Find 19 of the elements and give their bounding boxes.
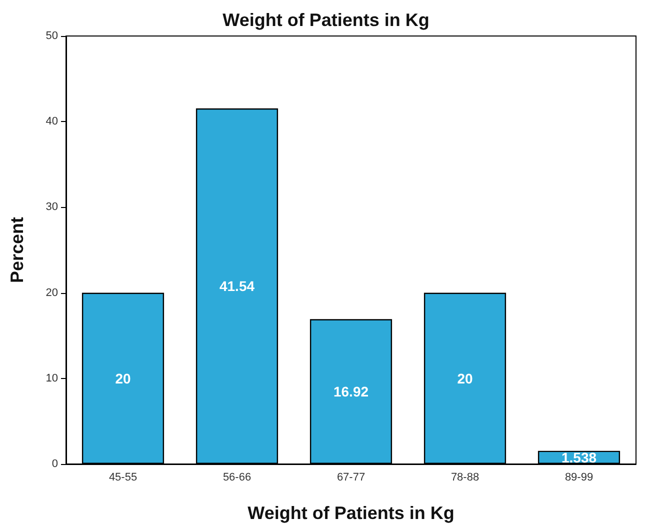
x-axis-title: Weight of Patients in Kg	[248, 503, 454, 523]
y-tick-label: 40	[46, 116, 58, 128]
y-tick-label: 0	[52, 458, 58, 470]
y-tick-label: 50	[46, 30, 58, 42]
data-label: 16.92	[333, 384, 369, 400]
x-tick-label: 45-55	[108, 472, 138, 484]
data-label: 41.54	[219, 278, 255, 294]
x-tick-label: 78-88	[450, 472, 480, 484]
data-label: 1.538	[561, 449, 597, 466]
x-tick-label: 89-99	[564, 472, 594, 484]
data-label: 20	[115, 370, 131, 386]
y-tick-label: 10	[46, 372, 58, 384]
y-tick-label: 20	[46, 286, 58, 299]
x-tick-label: 56-66	[222, 472, 252, 484]
chart-title: Weight of Patients in Kg	[222, 10, 430, 30]
data-label: 20	[457, 370, 473, 386]
x-tick-label: 67-77	[336, 472, 366, 484]
y-tick-label: 30	[46, 201, 58, 214]
y-axis-title: Percent	[7, 216, 27, 284]
